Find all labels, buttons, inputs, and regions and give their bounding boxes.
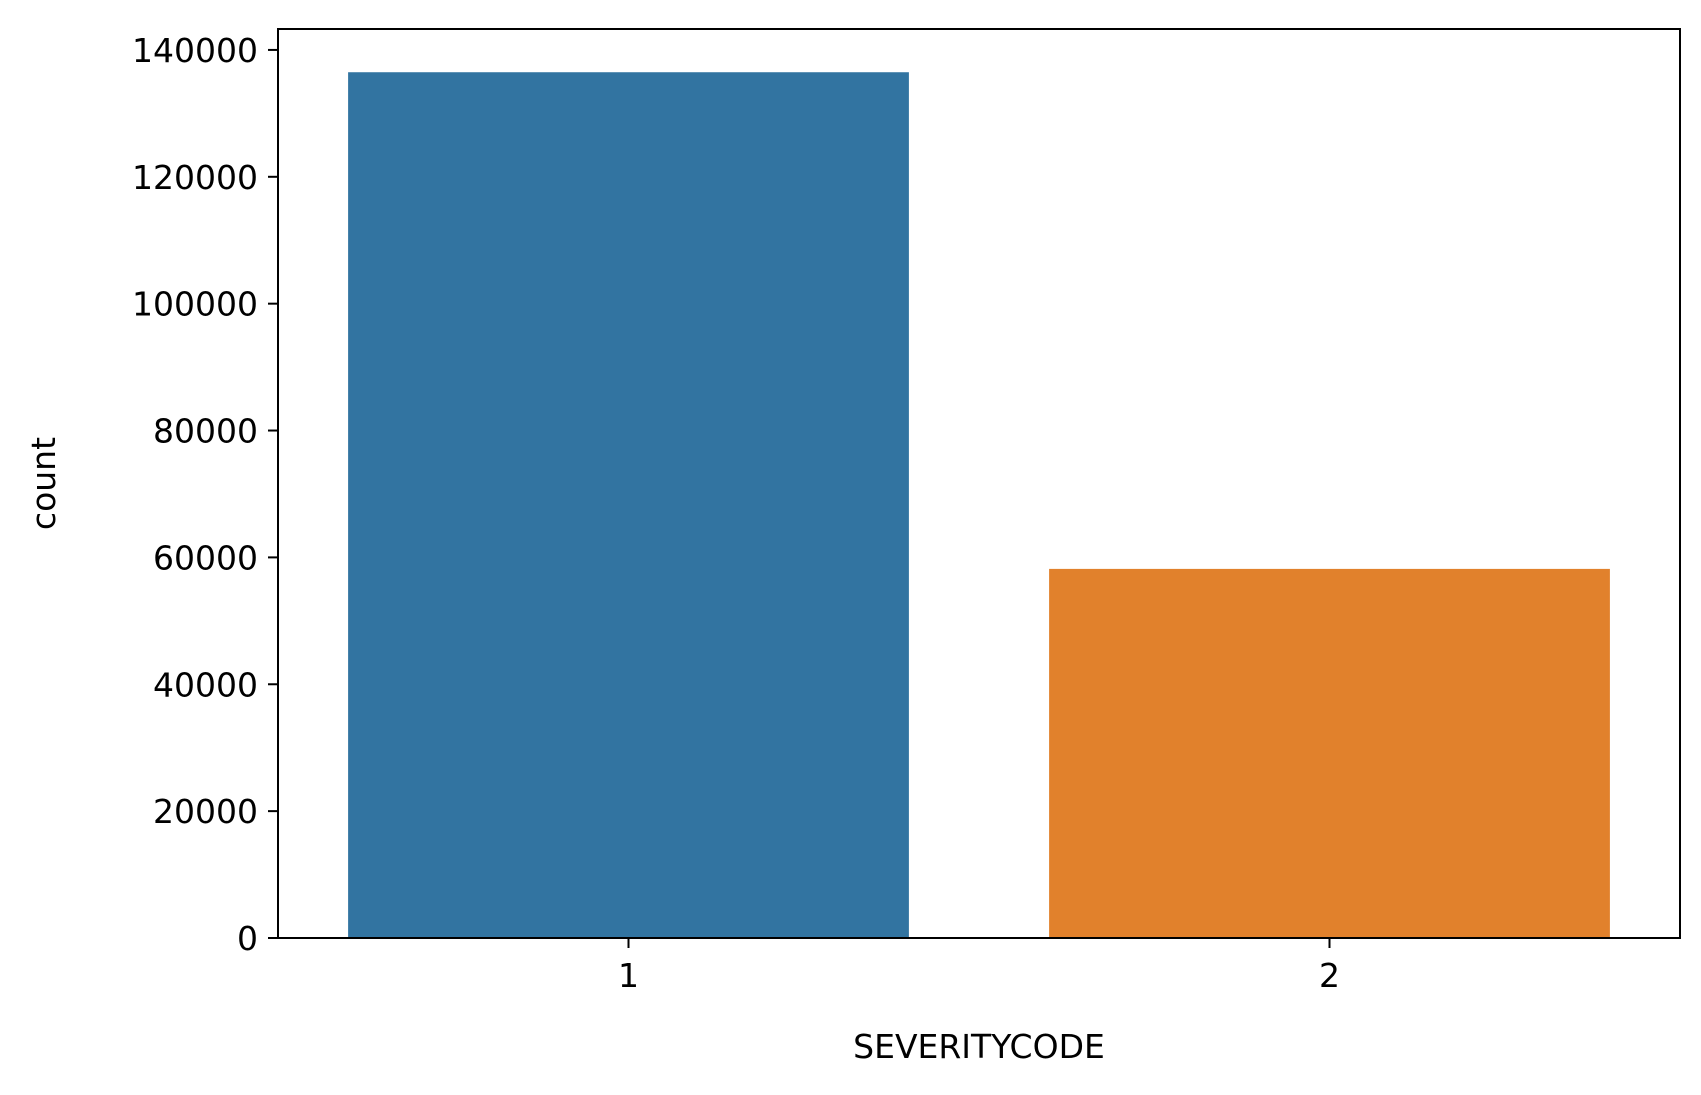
y-tick-label: 100000 xyxy=(132,285,258,324)
x-tick-label: 1 xyxy=(618,956,639,995)
x-axis-label: SEVERITYCODE xyxy=(853,1027,1105,1066)
bar-1 xyxy=(348,72,909,938)
y-tick-label: 120000 xyxy=(132,158,258,197)
y-axis-label: count xyxy=(24,437,63,530)
y-tick-label: 20000 xyxy=(153,792,258,831)
y-tick-label: 60000 xyxy=(153,538,258,577)
y-tick-label: 40000 xyxy=(153,665,258,704)
bar-2 xyxy=(1049,568,1610,938)
plot-frame xyxy=(277,28,1681,939)
y-axis-ticks: 0 20000 40000 60000 80000 100000 120000 140000 xyxy=(132,31,278,958)
y-tick-label: 140000 xyxy=(132,31,258,70)
y-tick-label: 0 xyxy=(237,919,258,958)
bars-group xyxy=(348,72,1610,938)
y-tick-label: 80000 xyxy=(153,412,258,451)
x-tick-label: 2 xyxy=(1319,956,1340,995)
